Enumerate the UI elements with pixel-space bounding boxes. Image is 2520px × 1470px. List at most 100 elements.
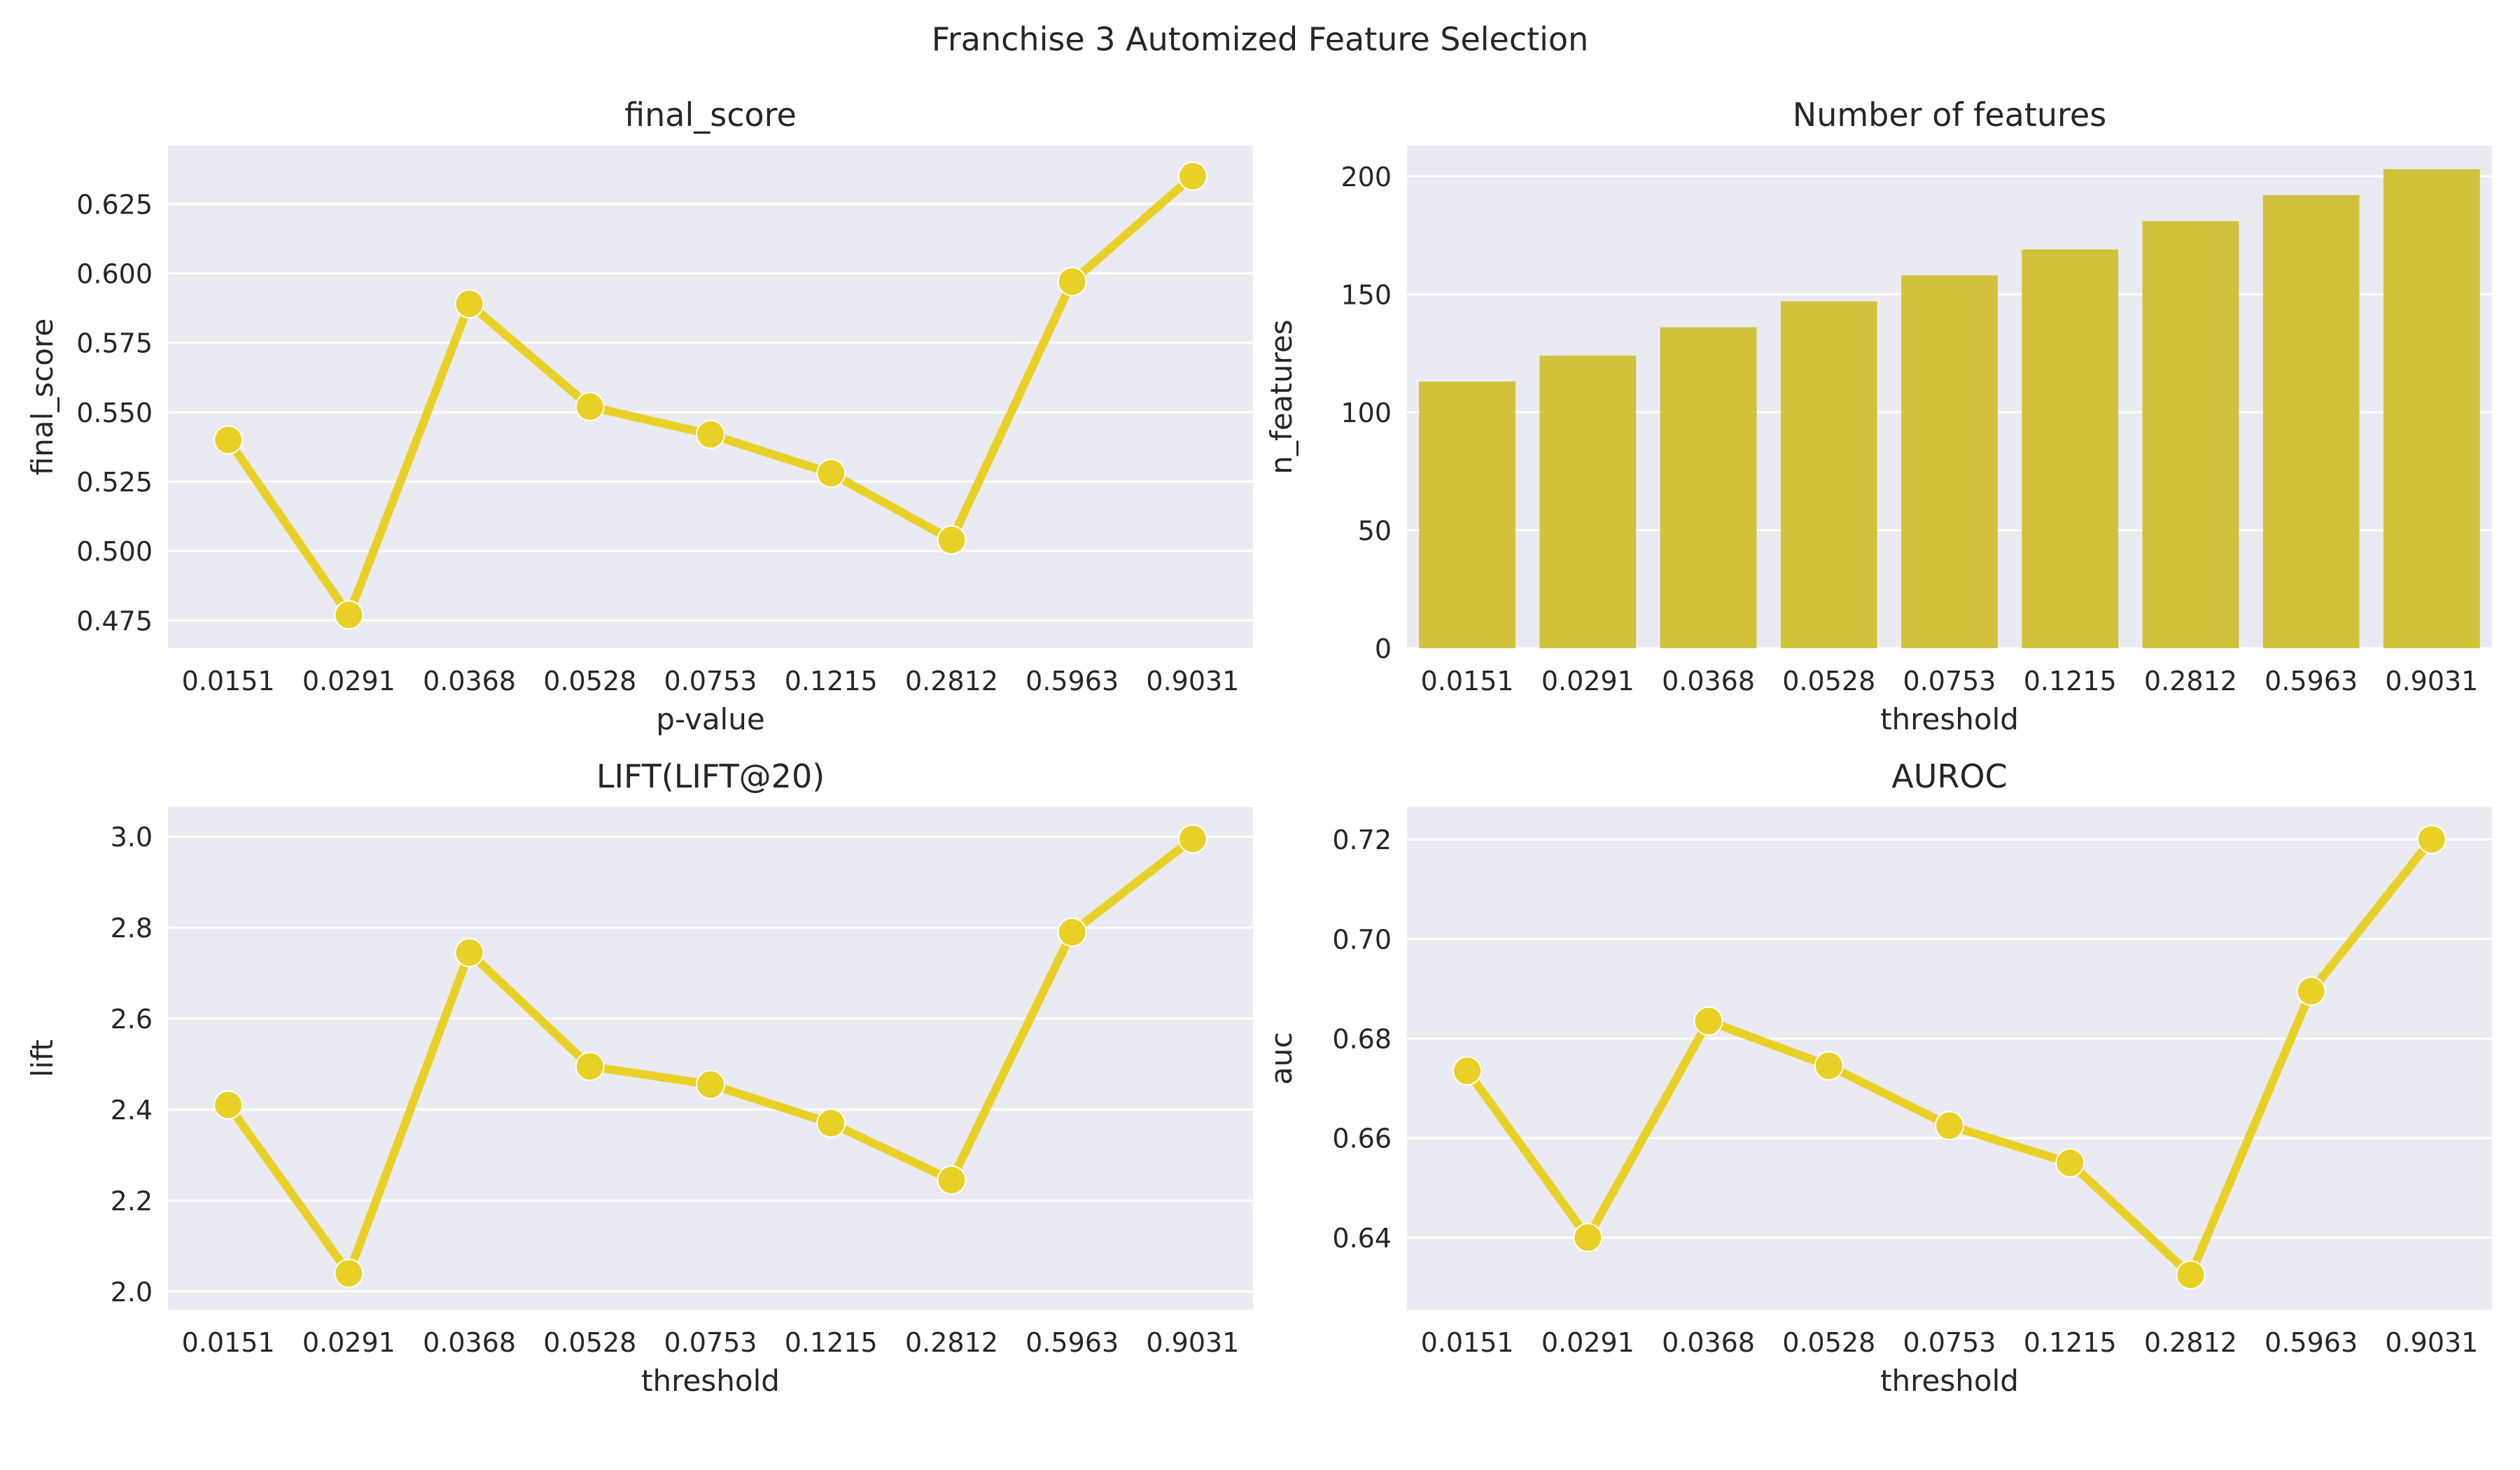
y-tick-label: 0.72 (1332, 825, 1392, 855)
x-tick-label: 0.2812 (905, 1327, 998, 1358)
y-tick-label: 2.6 (111, 1004, 153, 1035)
bar (2262, 195, 2360, 649)
y-tick-label: 200 (1340, 162, 1392, 192)
y-tick-label: 0.625 (76, 189, 153, 220)
data-point (1935, 1110, 1964, 1140)
bar (1419, 382, 1516, 648)
x-tick-label: 0.0753 (664, 1327, 757, 1358)
data-point (2416, 825, 2446, 855)
x-tick-label: 0.9031 (2385, 666, 2478, 696)
subplots: 0.475 0.500 0.525 0.550 0.575 0.600 0.625 0.015… (25, 96, 2492, 1398)
y-tick-label: 2.4 (111, 1095, 153, 1126)
y-tick-label: 0.525 (76, 467, 153, 498)
x-tick-label: 0.0151 (182, 1327, 275, 1358)
bar (1660, 327, 1757, 648)
y-tick-label: 0.600 (76, 258, 153, 289)
bar (1780, 301, 1877, 648)
data-point (696, 1070, 725, 1100)
data-point (1177, 161, 1208, 191)
subplot-3: 2.0 2.2 2.4 2.6 2.8 3.0 0.0151 0.0291 0.0368 0.05… (25, 757, 1253, 1398)
data-point (816, 1108, 846, 1138)
data-point (454, 937, 484, 967)
x-tick-label: 0.9031 (1146, 1327, 1239, 1358)
x-tick-label: 0.9031 (2385, 1327, 2478, 1358)
data-point (575, 391, 605, 421)
x-axis-label: p-value (656, 702, 764, 736)
y-tick-label: 0.70 (1332, 924, 1392, 955)
bar (2384, 169, 2480, 648)
y-tick-label: 2.8 (111, 913, 153, 944)
y-tick-label: 50 (1358, 515, 1392, 546)
x-tick-label: 0.0528 (1782, 666, 1875, 696)
x-tick-label: 0.0291 (302, 666, 396, 696)
bar (1901, 275, 1998, 648)
y-axis-label: auc (1264, 1032, 1298, 1084)
subplot-title: Number of features (1793, 96, 2106, 134)
y-tick-label: 0.550 (76, 398, 153, 428)
data-point (2296, 976, 2326, 1007)
y-axis-label: final_score (25, 318, 59, 475)
x-tick-label: 0.0151 (182, 666, 275, 696)
x-tick-label: 0.5963 (2264, 666, 2358, 696)
figure-title: Franchise 3 Automized Feature Selection (932, 20, 1588, 58)
data-point (214, 1090, 244, 1120)
x-tick-label: 0.0753 (664, 666, 757, 696)
y-tick-label: 0.66 (1332, 1124, 1392, 1154)
x-tick-label: 0.0368 (423, 1327, 516, 1358)
data-point (2176, 1260, 2206, 1290)
x-tick-label: 0.1215 (2024, 1327, 2117, 1358)
data-point (937, 525, 967, 555)
y-tick-label: 2.0 (111, 1277, 153, 1308)
data-point (2055, 1148, 2085, 1178)
x-tick-label: 0.2812 (2144, 1327, 2237, 1358)
data-point (334, 600, 364, 630)
y-tick-label: 3.0 (111, 822, 153, 853)
data-point (214, 425, 244, 455)
y-tick-label: 0.475 (76, 606, 153, 636)
data-point (1693, 1006, 1723, 1036)
x-tick-label: 0.2812 (2144, 666, 2237, 696)
x-tick-label: 0.0151 (1421, 666, 1514, 696)
subplot-title: LIFT(LIFT@20) (596, 757, 825, 795)
plot-area (168, 807, 1253, 1310)
x-tick-label: 0.5963 (1026, 666, 1119, 696)
x-tick-label: 0.0528 (1782, 1327, 1875, 1358)
data-point (696, 419, 725, 449)
y-tick-label: 0.68 (1332, 1024, 1392, 1055)
data-point (937, 1165, 967, 1195)
x-tick-label: 0.0291 (302, 1327, 396, 1358)
x-tick-label: 0.0528 (543, 1327, 636, 1358)
data-point (816, 458, 846, 489)
y-axis-label: lift (25, 1040, 59, 1077)
x-tick-label: 0.0753 (1903, 1327, 1996, 1358)
y-axis-label: n_features (1264, 319, 1298, 474)
data-point (1452, 1056, 1483, 1086)
y-tick-label: 2.2 (111, 1186, 153, 1217)
x-tick-label: 0.1215 (2024, 666, 2117, 696)
x-tick-label: 0.1215 (785, 666, 878, 696)
x-axis-label: threshold (1880, 702, 2019, 736)
data-point (1573, 1222, 1603, 1252)
data-point (454, 289, 484, 319)
y-tick-label: 0.575 (76, 328, 153, 359)
x-axis-label: threshold (1880, 1364, 2019, 1398)
subplot-4: 0.64 0.66 0.68 0.70 0.72 0.0151 0.0291 0.0368 0.… (1264, 757, 2492, 1398)
data-point (1814, 1051, 1844, 1081)
x-tick-label: 0.1215 (785, 1327, 878, 1358)
bar (2142, 220, 2239, 648)
y-tick-label: 150 (1340, 279, 1392, 310)
plot-area (1407, 807, 2492, 1310)
x-tick-label: 0.0368 (1662, 1327, 1755, 1358)
x-axis-label: threshold (641, 1364, 780, 1398)
bar (2022, 249, 2119, 649)
subplot-title: final_score (624, 96, 797, 134)
bar (1539, 356, 1637, 648)
x-tick-label: 0.0291 (1541, 666, 1634, 696)
subplot-1: 0.475 0.500 0.525 0.550 0.575 0.600 0.625 0.015… (25, 96, 1253, 736)
subplot-2: 0 50 100 150 200 0.0151 0.0291 0.0368 0.0528 0.07… (1264, 96, 2492, 736)
data-point (1177, 824, 1208, 854)
x-tick-label: 0.0291 (1541, 1327, 1634, 1358)
x-tick-label: 0.2812 (905, 666, 998, 696)
plot-area (168, 146, 1253, 648)
